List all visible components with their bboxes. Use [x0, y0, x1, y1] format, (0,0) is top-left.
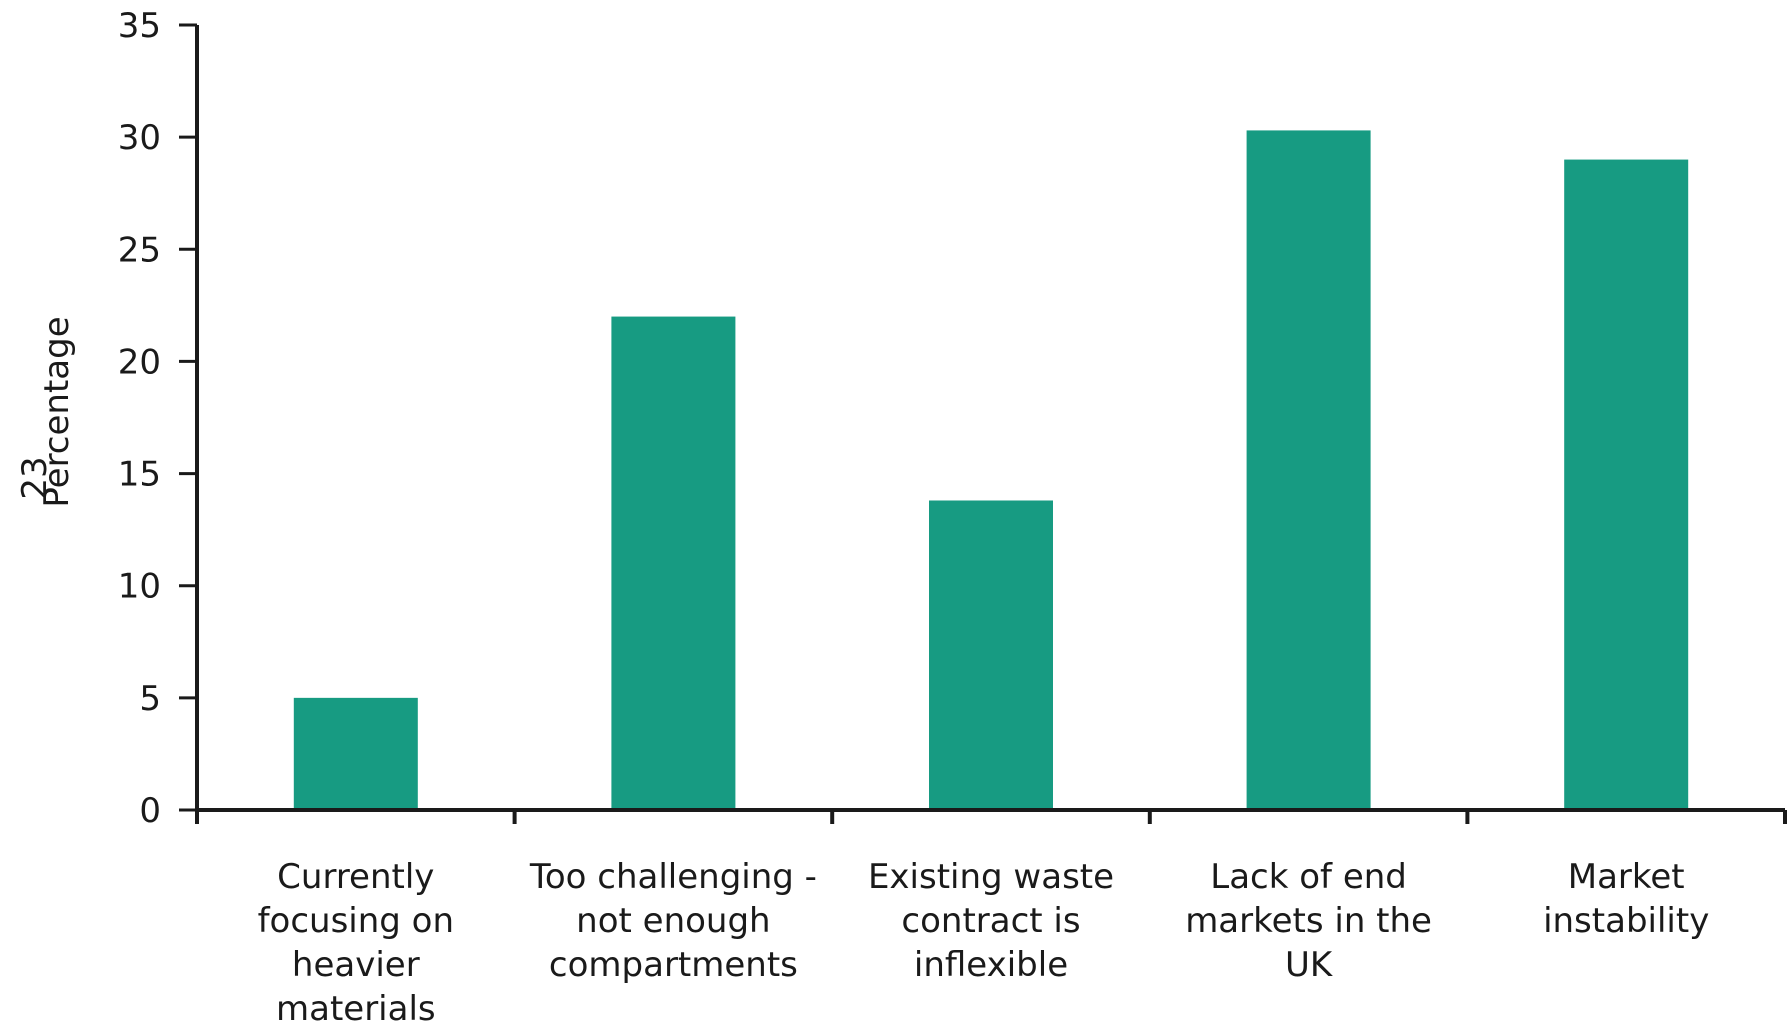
bar	[611, 316, 736, 810]
x-category-label: Market instability	[1543, 857, 1709, 941]
y-tick-label: 0	[139, 791, 161, 831]
x-category-label-line: markets in the	[1185, 901, 1432, 941]
x-category-label: Currently focusing on heavier materials	[258, 857, 454, 1029]
x-category-label-line: Market	[1568, 857, 1685, 897]
x-axis-categories: Currently focusing on heavier materials Too …	[195, 810, 1787, 1029]
x-category-label-line: instability	[1543, 901, 1709, 941]
x-category-label-line: Currently	[277, 857, 434, 897]
y-axis-label: Percentage	[37, 316, 77, 507]
x-category-label: Too challenging -not enough compartments	[529, 857, 817, 985]
bar	[929, 500, 1053, 810]
x-category-label-line: UK	[1285, 945, 1334, 985]
y-tick-label: 15	[118, 455, 161, 495]
x-category-label: Existing waste contract is inflexible	[868, 857, 1114, 985]
x-category-label-line: Lack of end	[1210, 857, 1407, 897]
x-category-label-line: not enough	[576, 901, 770, 941]
y-tick-label: 10	[118, 567, 161, 607]
y-tick-label: 35	[118, 6, 161, 46]
bar	[1564, 159, 1689, 811]
bar	[293, 697, 418, 810]
x-category-label-line: focusing on	[258, 901, 454, 941]
x-category-label-line: Existing waste	[868, 857, 1114, 897]
page-number: 23	[15, 456, 55, 499]
x-category-label-line: contract is	[901, 901, 1080, 941]
bars-group	[293, 130, 1689, 811]
x-category-label-line: heavier	[292, 945, 420, 985]
y-tick-label: 20	[118, 342, 161, 382]
y-tick-label: 30	[118, 118, 161, 158]
x-category-label-line: compartments	[549, 945, 798, 985]
x-category-label-line: inflexible	[914, 945, 1068, 985]
bar	[1246, 130, 1371, 810]
x-category-label: Lack of end markets in the UK	[1185, 857, 1432, 985]
y-axis-ticks: 0 5 10 15 20 25 30 35	[118, 6, 197, 831]
x-category-label-line: Too challenging -	[529, 857, 817, 897]
y-tick-label: 5	[139, 679, 161, 719]
x-category-label-line: materials	[276, 989, 436, 1029]
y-tick-label: 25	[118, 230, 161, 270]
